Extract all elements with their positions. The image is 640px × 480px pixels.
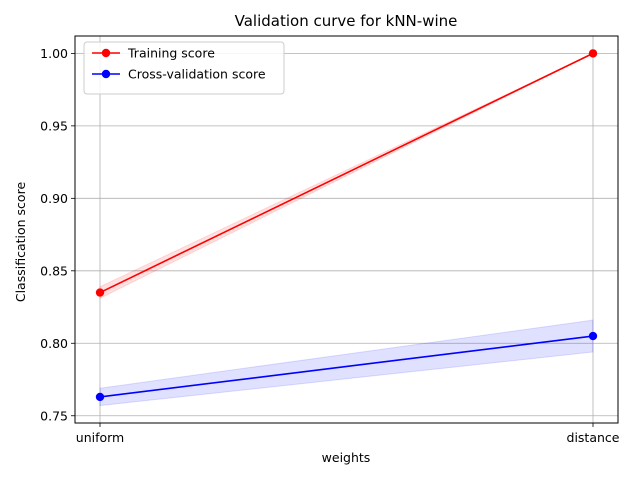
point-series-0-1 (588, 49, 598, 58)
legend-label-1: Cross-validation score (128, 67, 266, 82)
grid-layer (75, 36, 618, 423)
legend-label-0: Training score (127, 46, 215, 61)
legend-box (83, 41, 285, 95)
x-tick-label-1: distance (567, 430, 620, 445)
legend-marker-1 (101, 69, 111, 79)
point-series-1-0 (95, 392, 105, 402)
series-line-layer (99, 52, 594, 398)
chart-legend: Training score Cross-validation score (83, 41, 285, 95)
legend-marker-0 (101, 48, 111, 58)
point-series-0-0 (95, 288, 105, 297)
data-point-layer (95, 49, 598, 402)
y-tick-label-3: 0.90 (40, 191, 68, 206)
point-series-1-1 (588, 331, 598, 341)
y-tick-label-0: 0.75 (40, 408, 68, 423)
y-axis-label: Classification score (13, 182, 28, 303)
plot-area-frame (74, 35, 619, 424)
y-tick-label-2: 0.85 (40, 263, 68, 278)
chart-title: Validation curve for kNN-wine (235, 12, 458, 30)
y-tick-label-4: 0.95 (40, 118, 68, 133)
y-axis-ticks: 0.75 0.80 0.85 0.90 0.95 1.00 (40, 46, 75, 423)
x-axis-label: weights (322, 450, 371, 465)
x-tick-label-0: uniform (76, 430, 124, 445)
y-tick-label-5: 1.00 (40, 46, 68, 61)
line-series-1 (99, 335, 594, 398)
line-series-0 (99, 52, 594, 294)
x-axis-ticks: uniform distance (76, 423, 620, 445)
y-tick-label-1: 0.80 (40, 336, 68, 351)
